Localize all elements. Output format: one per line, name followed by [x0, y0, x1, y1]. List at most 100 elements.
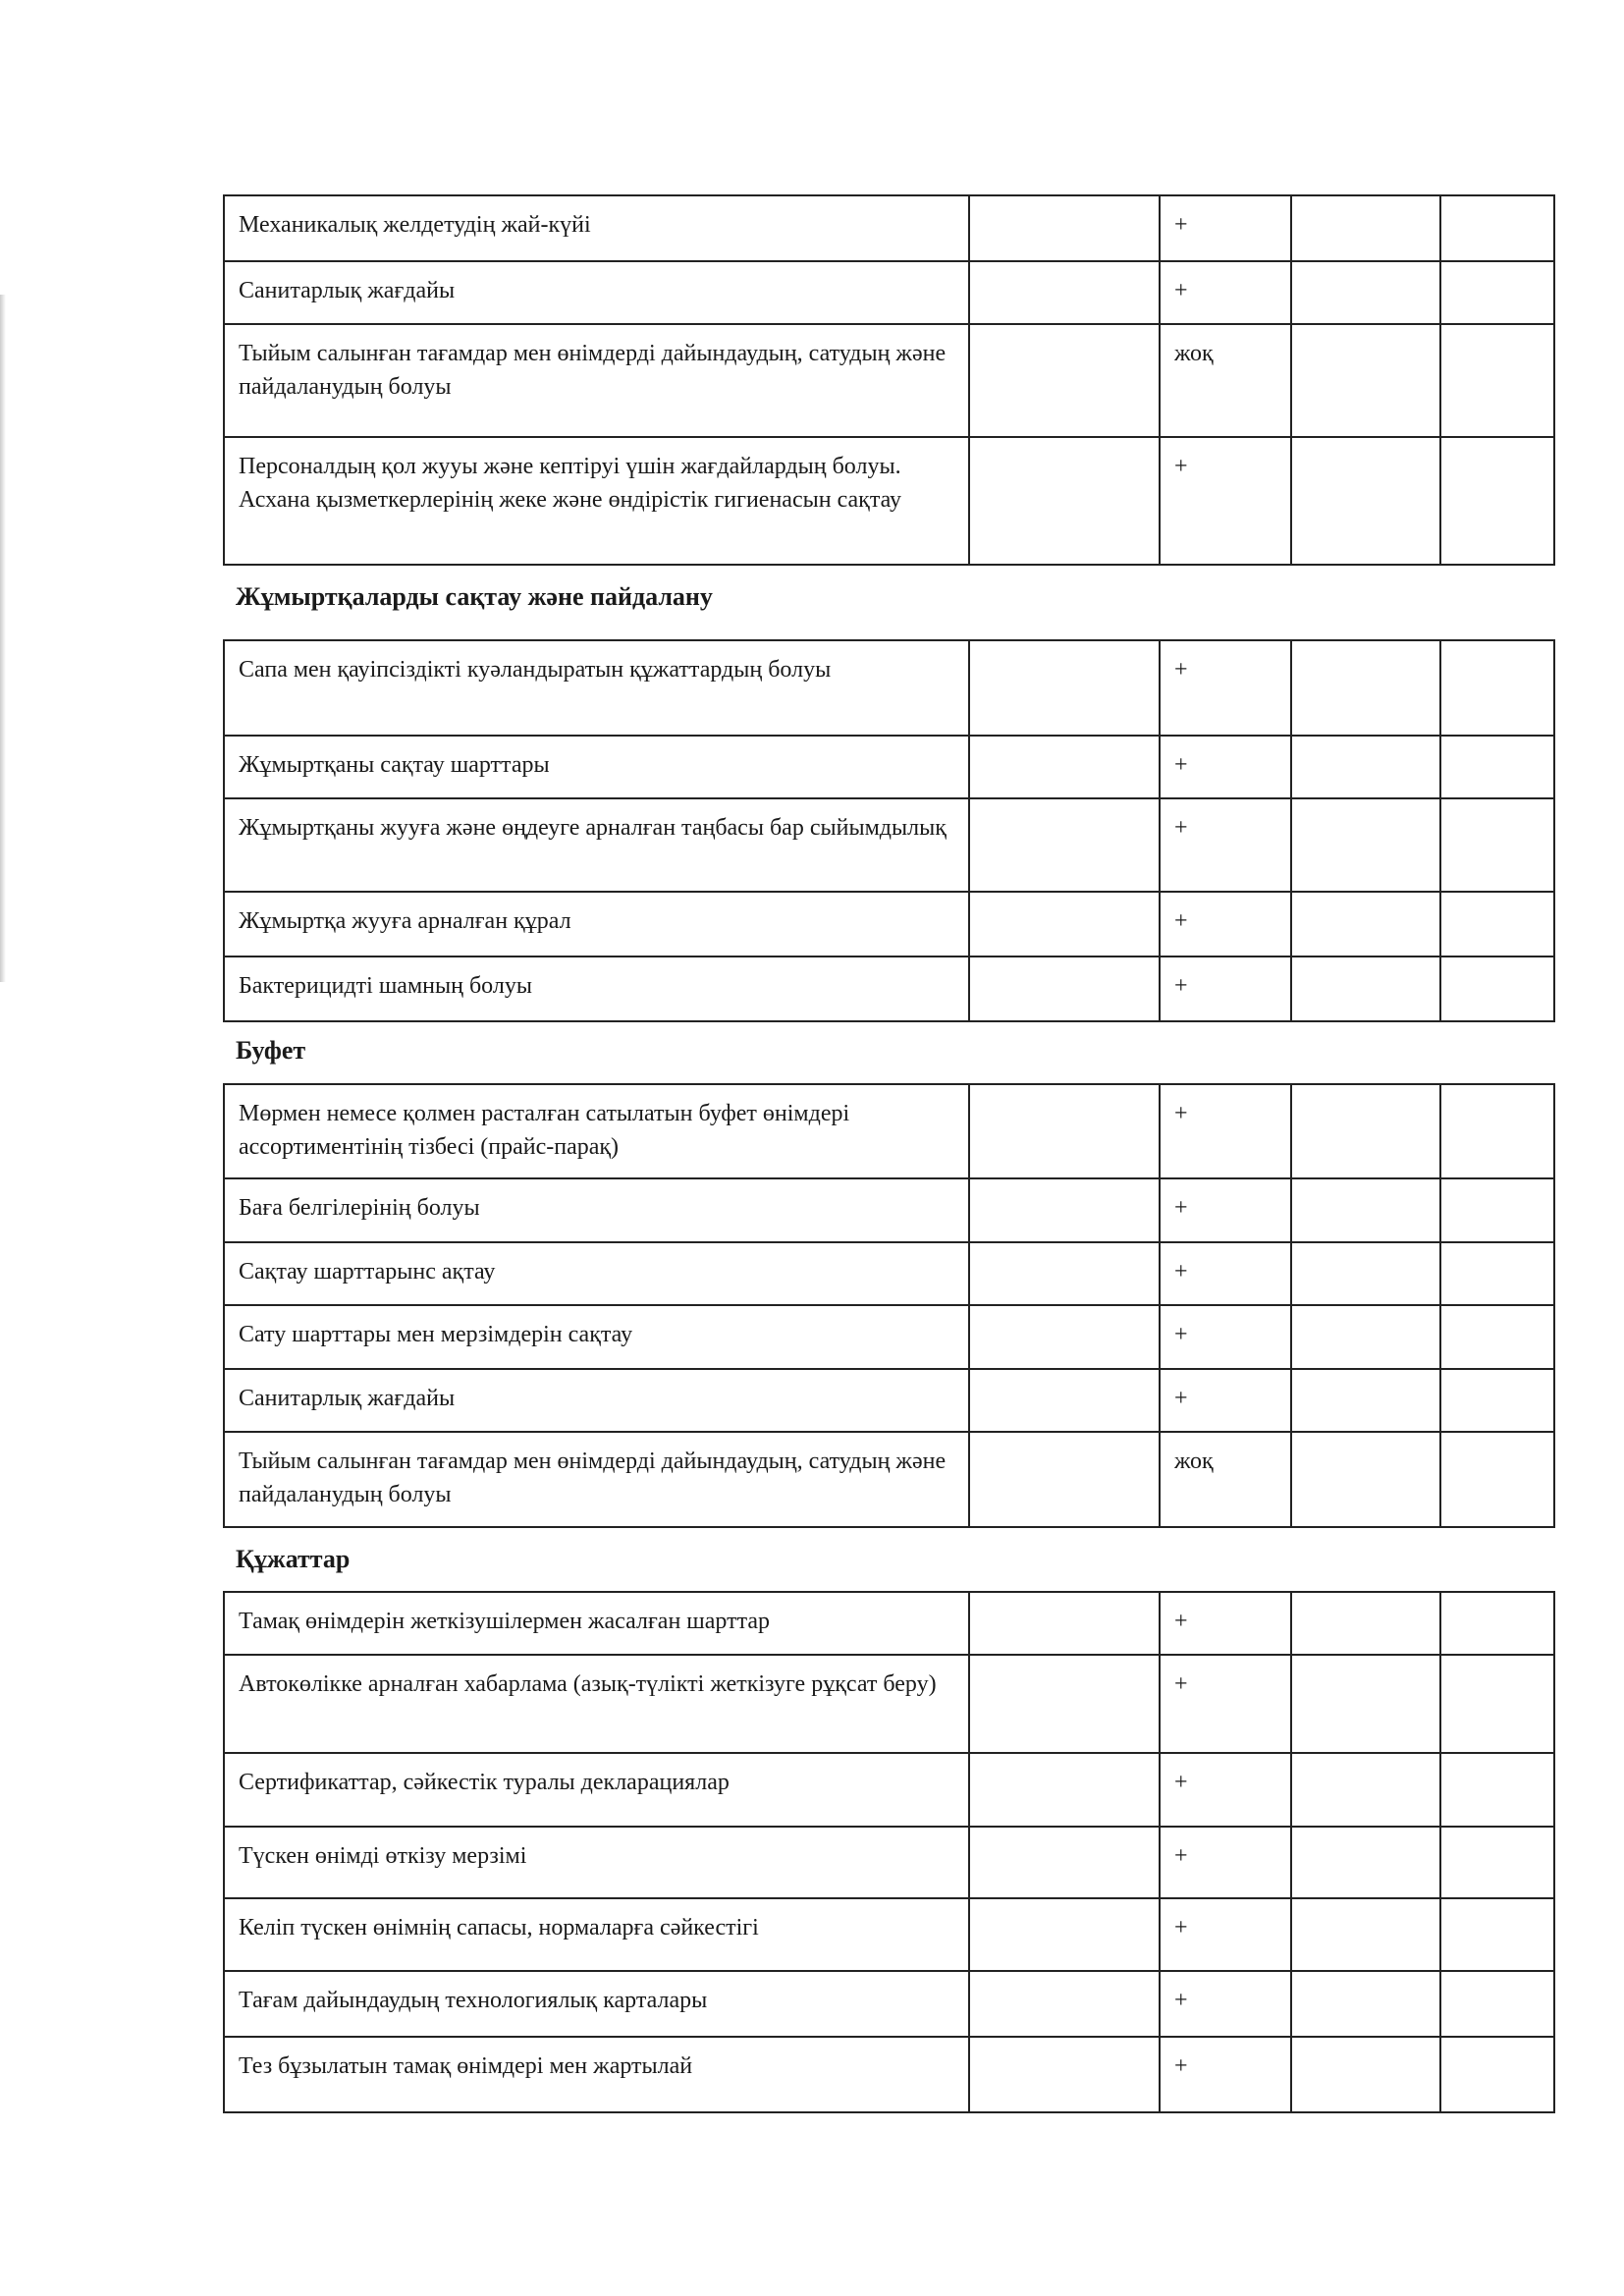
- table-row: Түскен өнімді өткізу мерзімі +: [223, 1826, 1555, 1899]
- checklist-table: Сапа мен қауіпсіздікті куәландыратын құж…: [223, 639, 1555, 1022]
- table-row: Автокөлікке арналған хабарлама (азық-түл…: [223, 1654, 1555, 1754]
- criterion-text: Тамақ өнімдерін жеткізушілермен жасалған…: [223, 1591, 970, 1656]
- table-row: Санитарлық жағдайы +: [223, 1368, 1555, 1433]
- table-row: Тағам дайындаудың технологиялық карталар…: [223, 1970, 1555, 2038]
- empty-cell: [1439, 639, 1555, 737]
- empty-cell: [968, 260, 1161, 325]
- empty-cell: [968, 1826, 1161, 1899]
- compliance-mark: +: [1159, 1177, 1292, 1243]
- empty-cell: [1290, 1970, 1441, 2038]
- empty-cell: [968, 956, 1161, 1022]
- empty-cell: [1439, 1241, 1555, 1306]
- criterion-text: Санитарлық жағдайы: [223, 1368, 970, 1433]
- criterion-text: Тез бұзылатын тамақ өнімдері мен жартыла…: [223, 2036, 970, 2113]
- compliance-mark: +: [1159, 2036, 1292, 2113]
- table-row: Бактерицидті шамның болуы +: [223, 956, 1555, 1022]
- compliance-mark: +: [1159, 891, 1292, 957]
- empty-cell: [1439, 1654, 1555, 1754]
- empty-cell: [1290, 1431, 1441, 1528]
- table-row: Жұмыртқа жууға арналған құрал +: [223, 891, 1555, 957]
- criterion-text: Сақтау шарттарынс ақтау: [223, 1241, 970, 1306]
- empty-cell: [968, 1752, 1161, 1828]
- empty-cell: [968, 1241, 1161, 1306]
- empty-cell: [968, 1368, 1161, 1433]
- empty-cell: [968, 323, 1161, 438]
- criterion-text: Жұмыртқаны сақтау шарттары: [223, 735, 970, 799]
- compliance-mark: +: [1159, 1083, 1292, 1179]
- empty-cell: [1439, 1177, 1555, 1243]
- empty-cell: [968, 797, 1161, 893]
- criterion-text: Баға белгілерінің болуы: [223, 1177, 970, 1243]
- table-row: Тез бұзылатын тамақ өнімдері мен жартыла…: [223, 2036, 1555, 2113]
- empty-cell: [1290, 1826, 1441, 1899]
- empty-cell: [1439, 735, 1555, 799]
- compliance-mark: +: [1159, 1591, 1292, 1656]
- section-heading: Құжаттар: [236, 1545, 351, 1573]
- empty-cell: [1290, 1083, 1441, 1179]
- empty-cell: [1439, 1368, 1555, 1433]
- empty-cell: [1439, 1591, 1555, 1656]
- compliance-mark: +: [1159, 1654, 1292, 1754]
- criterion-text: Сертификаттар, сәйкестік туралы декларац…: [223, 1752, 970, 1828]
- checklist-table: Тамақ өнімдерін жеткізушілермен жасалған…: [223, 1591, 1555, 2113]
- empty-cell: [968, 1431, 1161, 1528]
- checklist-table: Механикалық желдетудің жай-күйі + Санитарл…: [223, 194, 1555, 566]
- criterion-text: Жұмыртқа жууға арналған құрал: [223, 891, 970, 957]
- empty-cell: [1439, 891, 1555, 957]
- table-row: Санитарлық жағдайы +: [223, 260, 1555, 325]
- empty-cell: [1439, 1083, 1555, 1179]
- table-row: Келіп түскен өнімнің сапасы, нормаларға …: [223, 1897, 1555, 1972]
- criterion-text: Бактерицидті шамның болуы: [223, 956, 970, 1022]
- criterion-text: Сапа мен қауіпсіздікті куәландыратын құж…: [223, 639, 970, 737]
- empty-cell: [1439, 1752, 1555, 1828]
- criterion-text: Келіп түскен өнімнің сапасы, нормаларға …: [223, 1897, 970, 1972]
- criterion-text: Тыйым салынған тағамдар мен өнімдерді да…: [223, 1431, 970, 1528]
- empty-cell: [1290, 735, 1441, 799]
- empty-cell: [1439, 194, 1555, 262]
- section-heading: Буфет: [236, 1036, 306, 1065]
- empty-cell: [1439, 2036, 1555, 2113]
- table-row: Тамақ өнімдерін жеткізушілермен жасалған…: [223, 1591, 1555, 1656]
- empty-cell: [1290, 1654, 1441, 1754]
- empty-cell: [1290, 956, 1441, 1022]
- compliance-mark: +: [1159, 1304, 1292, 1370]
- empty-cell: [1290, 1177, 1441, 1243]
- empty-cell: [1439, 956, 1555, 1022]
- scan-edge-shadow: [0, 295, 6, 982]
- compliance-mark: +: [1159, 1752, 1292, 1828]
- table-row: Тыйым салынған тағамдар мен өнімдерді да…: [223, 323, 1555, 438]
- compliance-mark: +: [1159, 639, 1292, 737]
- empty-cell: [1290, 639, 1441, 737]
- empty-cell: [1439, 260, 1555, 325]
- empty-cell: [968, 2036, 1161, 2113]
- empty-cell: [1439, 1970, 1555, 2038]
- empty-cell: [1290, 194, 1441, 262]
- compliance-mark: +: [1159, 1368, 1292, 1433]
- empty-cell: [1290, 436, 1441, 566]
- criterion-text: Санитарлық жағдайы: [223, 260, 970, 325]
- compliance-mark: жоқ: [1159, 1431, 1292, 1528]
- table-row: Мөрмен немесе қолмен расталған сатылатын…: [223, 1083, 1555, 1179]
- table-row: Жұмыртқаны сақтау шарттары +: [223, 735, 1555, 799]
- compliance-mark: +: [1159, 1897, 1292, 1972]
- empty-cell: [1290, 1591, 1441, 1656]
- empty-cell: [968, 1304, 1161, 1370]
- empty-cell: [1290, 1752, 1441, 1828]
- empty-cell: [1439, 797, 1555, 893]
- empty-cell: [1439, 323, 1555, 438]
- table-row: Механикалық желдетудің жай-күйі +: [223, 194, 1555, 262]
- compliance-mark: +: [1159, 436, 1292, 566]
- compliance-mark: +: [1159, 797, 1292, 893]
- empty-cell: [1439, 1431, 1555, 1528]
- criterion-text: Түскен өнімді өткізу мерзімі: [223, 1826, 970, 1899]
- empty-cell: [968, 639, 1161, 737]
- empty-cell: [968, 891, 1161, 957]
- table-row: Жұмыртқаны жууға және өңдеуге арналған т…: [223, 797, 1555, 893]
- empty-cell: [968, 1897, 1161, 1972]
- criterion-text: Автокөлікке арналған хабарлама (азық-түл…: [223, 1654, 970, 1754]
- criterion-text: Сату шарттары мен мерзімдерін сақтау: [223, 1304, 970, 1370]
- table-row: Сертификаттар, сәйкестік туралы декларац…: [223, 1752, 1555, 1828]
- criterion-text: Мөрмен немесе қолмен расталған сатылатын…: [223, 1083, 970, 1179]
- empty-cell: [1290, 260, 1441, 325]
- empty-cell: [968, 1654, 1161, 1754]
